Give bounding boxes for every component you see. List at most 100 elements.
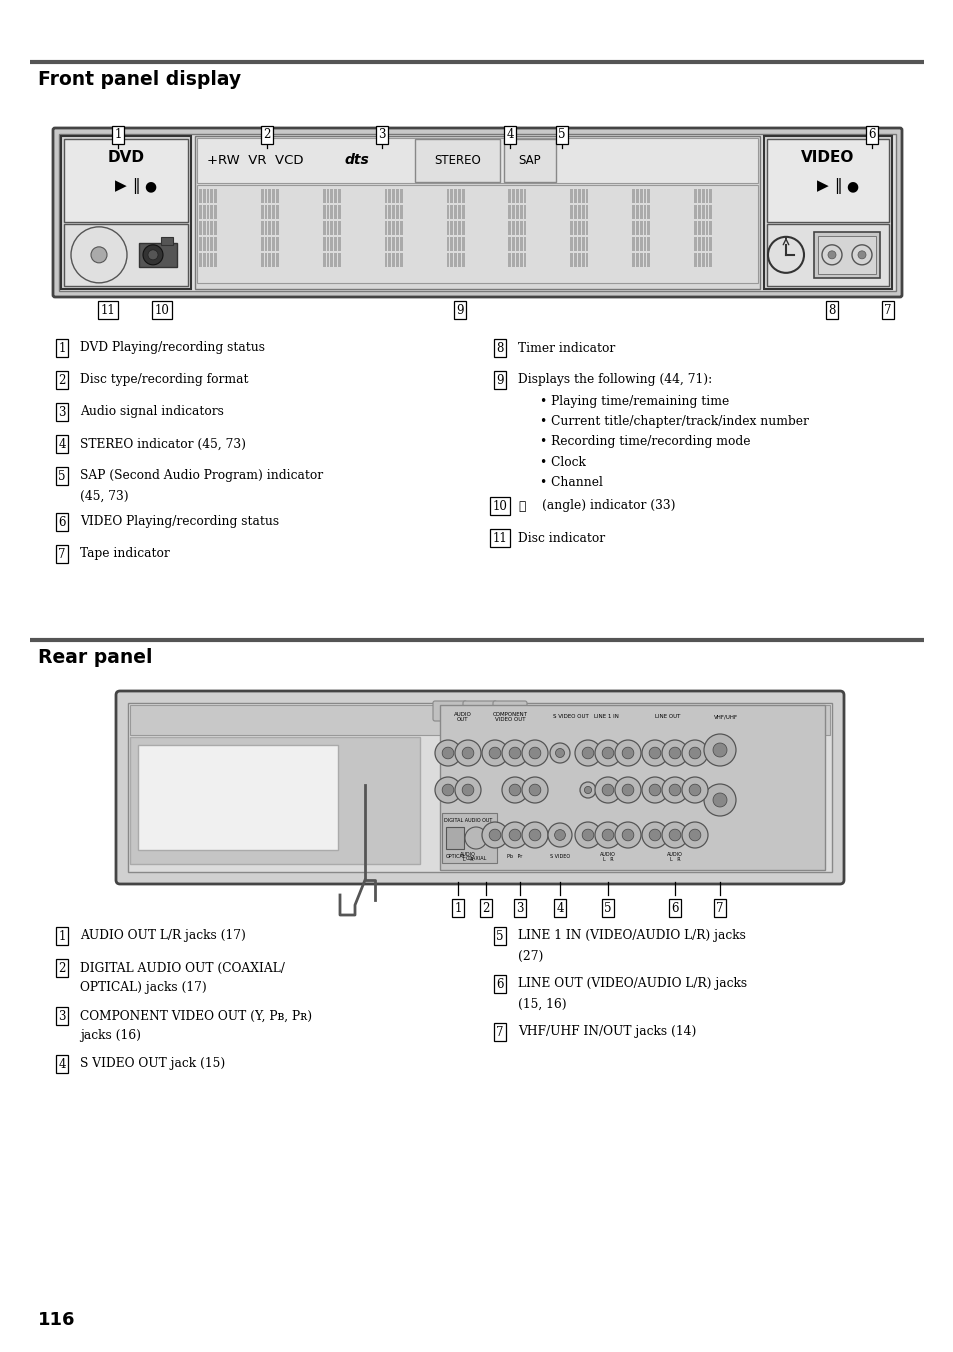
Bar (570, 228, 573, 230)
Bar (395, 195, 398, 196)
Bar (264, 189, 267, 191)
Circle shape (575, 740, 600, 767)
Bar (384, 257, 387, 258)
Bar (214, 243, 216, 245)
Bar (392, 206, 395, 207)
Bar (636, 206, 639, 207)
Bar (326, 231, 329, 233)
Bar (203, 224, 206, 227)
Bar (207, 218, 209, 219)
Bar (392, 264, 395, 265)
Bar (388, 215, 391, 216)
Bar (388, 199, 391, 200)
Bar (585, 220, 588, 223)
Bar (272, 206, 274, 207)
Bar (399, 243, 402, 245)
Bar (214, 247, 216, 249)
Bar (817, 235, 875, 274)
Text: dts: dts (345, 153, 370, 168)
Bar (457, 224, 460, 227)
Bar (523, 239, 526, 241)
Bar (275, 256, 278, 257)
Text: 5: 5 (558, 128, 565, 142)
Bar (326, 214, 329, 215)
Bar (636, 224, 639, 227)
Bar (643, 265, 646, 266)
Bar (207, 233, 209, 234)
Bar (632, 265, 635, 266)
Bar (709, 223, 711, 224)
Text: COMPONENT
VIDEO OUT: COMPONENT VIDEO OUT (492, 711, 527, 722)
Text: LINE OUT (VIDEO/AUDIO L/R) jacks: LINE OUT (VIDEO/AUDIO L/R) jacks (517, 977, 746, 991)
Bar (523, 189, 526, 191)
Circle shape (688, 748, 700, 758)
Bar (446, 201, 449, 203)
Bar (523, 261, 526, 262)
Bar (392, 261, 395, 262)
Bar (395, 249, 398, 250)
Bar (275, 253, 278, 254)
Bar (275, 191, 278, 192)
Bar (766, 139, 888, 222)
Bar (322, 253, 325, 254)
Bar (450, 199, 453, 200)
Bar (268, 189, 271, 191)
Bar (199, 247, 202, 249)
Bar (581, 224, 584, 227)
Bar (523, 227, 526, 228)
Bar (636, 253, 639, 254)
Bar (322, 257, 325, 258)
Bar (581, 243, 584, 245)
Bar (516, 197, 518, 199)
Bar (636, 199, 639, 200)
Text: Displays the following (44, 71):: Displays the following (44, 71): (517, 373, 712, 387)
Text: 116: 116 (38, 1311, 75, 1329)
Bar (446, 249, 449, 250)
Bar (636, 201, 639, 203)
Circle shape (827, 251, 835, 258)
Bar (322, 207, 325, 208)
Bar (334, 245, 336, 246)
Bar (519, 245, 522, 246)
Bar (454, 256, 456, 257)
Bar (516, 264, 518, 265)
Bar (709, 257, 711, 258)
Bar (326, 237, 329, 238)
Bar (384, 191, 387, 192)
Bar (322, 193, 325, 195)
Bar (519, 223, 522, 224)
Bar (337, 193, 340, 195)
Bar (330, 207, 333, 208)
Text: 1: 1 (114, 128, 122, 142)
Bar (326, 223, 329, 224)
Bar (647, 191, 650, 192)
Bar (330, 220, 333, 223)
Bar (268, 261, 271, 262)
Text: ▶: ▶ (115, 178, 127, 193)
Bar (574, 256, 577, 257)
Bar (512, 260, 515, 261)
Bar (337, 195, 340, 196)
Bar (570, 210, 573, 211)
Text: COAXIAL: COAXIAL (465, 856, 486, 860)
Circle shape (529, 829, 540, 841)
Text: 10: 10 (492, 499, 507, 512)
Circle shape (481, 822, 507, 848)
Bar (203, 191, 206, 192)
Bar (632, 199, 635, 200)
Bar (388, 247, 391, 249)
Bar (450, 261, 453, 262)
Bar (523, 224, 526, 227)
Bar (214, 228, 216, 230)
Bar (388, 201, 391, 203)
Bar (570, 193, 573, 195)
Bar (647, 228, 650, 230)
Bar (508, 214, 511, 215)
Text: Front panel display: Front panel display (38, 70, 241, 89)
Bar (523, 211, 526, 212)
Bar (705, 227, 707, 228)
Bar (461, 197, 464, 199)
Bar (632, 261, 635, 262)
Bar (709, 191, 711, 192)
Bar (508, 261, 511, 262)
